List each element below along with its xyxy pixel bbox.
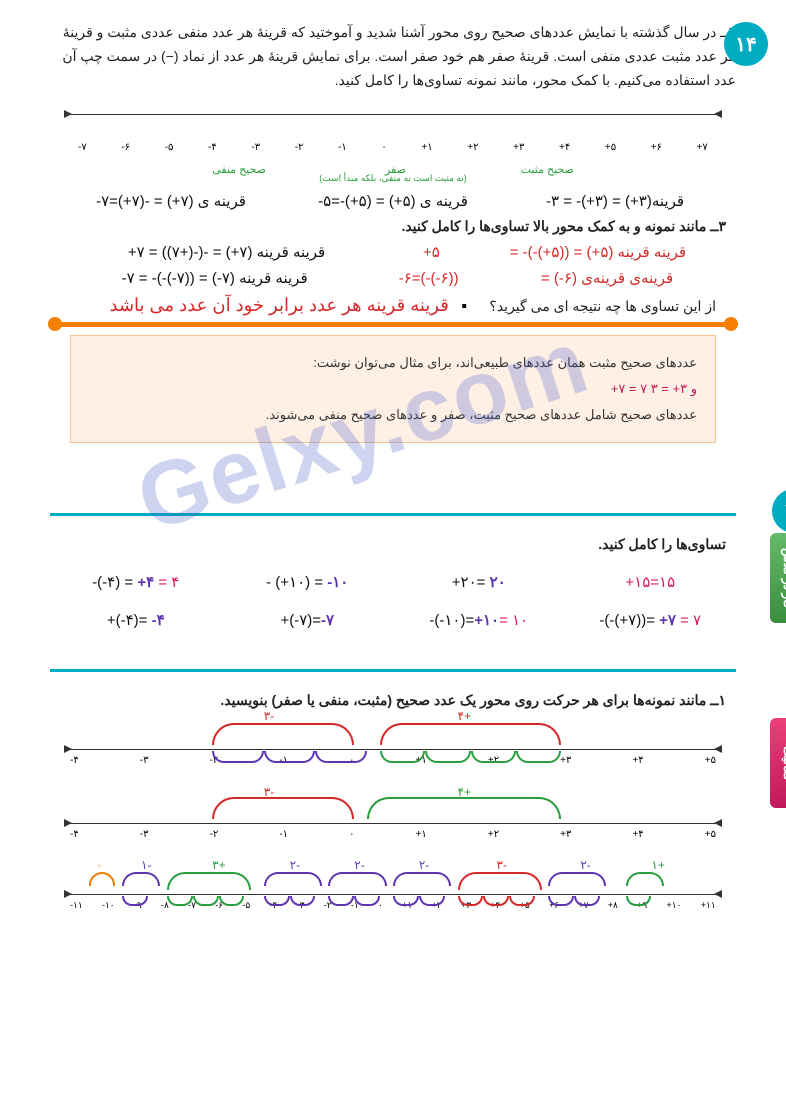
section-15: ۱۵ کار در کلاس تساوی‌ها را کامل کنید. -(… bbox=[0, 473, 786, 950]
number-line-4: ۰ -۱ +۳ -۲ -۲ -۲ -۳ -۲ +۱ -۱۱-۱۰-۹-۸-۷-۶… bbox=[70, 864, 716, 934]
conclusion-line: از این تساوی ها چه نتیجه ای می گیرید؟ ▪ … bbox=[60, 295, 726, 316]
eq-block-3-row2: -۷ = -(-(-۷)) = قرینه قرینه (۷-) -۶=(-(-… bbox=[60, 269, 726, 287]
activity-title: ۱ــ مانند نمونه‌ها برای هر حرکت روی محور… bbox=[60, 692, 726, 709]
number-line-2: +۴ -۳ -۴-۳-۲-۱۰+۱+۲+۳+۴+۵ bbox=[70, 717, 716, 787]
cyan-divider bbox=[50, 513, 736, 516]
orange-divider bbox=[50, 322, 736, 327]
section-14: ۲ــ در سال گذشته با نمایش عددهای صحیح رو… bbox=[0, 0, 786, 473]
complete-equations-title: تساوی‌ها را کامل کنید. bbox=[60, 536, 726, 553]
number-line-1 bbox=[70, 102, 716, 132]
green-region-labels: صحیح مثبت صفر صحیح منفی bbox=[70, 153, 716, 173]
intro-paragraph: ۲ــ در سال گذشته با نمایش عددهای صحیح رو… bbox=[50, 20, 736, 92]
page-badge-14: ۱۴ bbox=[724, 22, 768, 66]
exercise-3-title: ۳ــ مانند نمونه و به کمک محور بالا تساوی… bbox=[60, 218, 726, 235]
page-badge-15: ۱۵ bbox=[772, 489, 786, 533]
side-tab-classwork: کار در کلاس bbox=[770, 533, 786, 623]
cyan-divider-2 bbox=[50, 669, 736, 672]
number-line-3: +۴ -۳ -۴-۳-۲-۱۰+۱+۲+۳+۴+۵ bbox=[70, 793, 716, 858]
info-line-1: عددهای صحیح مثبت همان عددهای طبیعی‌اند، … bbox=[89, 350, 697, 376]
info-line-2: عددهای صحیح شامل عددهای صحیح مثبت، صفر و… bbox=[89, 402, 697, 428]
info-equation: +۷ = ۷ و ۳+ = ۳ bbox=[611, 376, 697, 402]
side-tab-activity: فعالیت bbox=[770, 718, 786, 808]
equation-row-1: -۷=(+۷)- = قرینه ی (۷+) -۵=-(+۵) = قرینه… bbox=[60, 192, 726, 210]
equation-grid: -(-۴) = +۴ = ۴ - (+۱۰) = -۱۰ +۲۰= ۲۰ +۱۵… bbox=[50, 563, 736, 639]
info-box: عددهای صحیح مثبت همان عددهای طبیعی‌اند، … bbox=[70, 335, 716, 443]
eq-block-3-row1: +۷ = ((۷+)-)- = قرینه قرینه (۷+) +۵ = -(… bbox=[60, 243, 726, 261]
nl1-ticks: -۷-۶-۵-۴-۳-۲-۱۰+۱+۲+۳+۴+۵+۶+۷ bbox=[78, 142, 708, 153]
